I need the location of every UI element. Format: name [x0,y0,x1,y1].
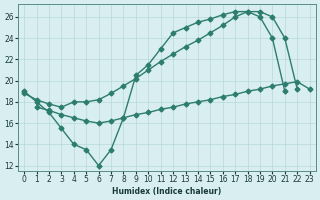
X-axis label: Humidex (Indice chaleur): Humidex (Indice chaleur) [112,187,221,196]
